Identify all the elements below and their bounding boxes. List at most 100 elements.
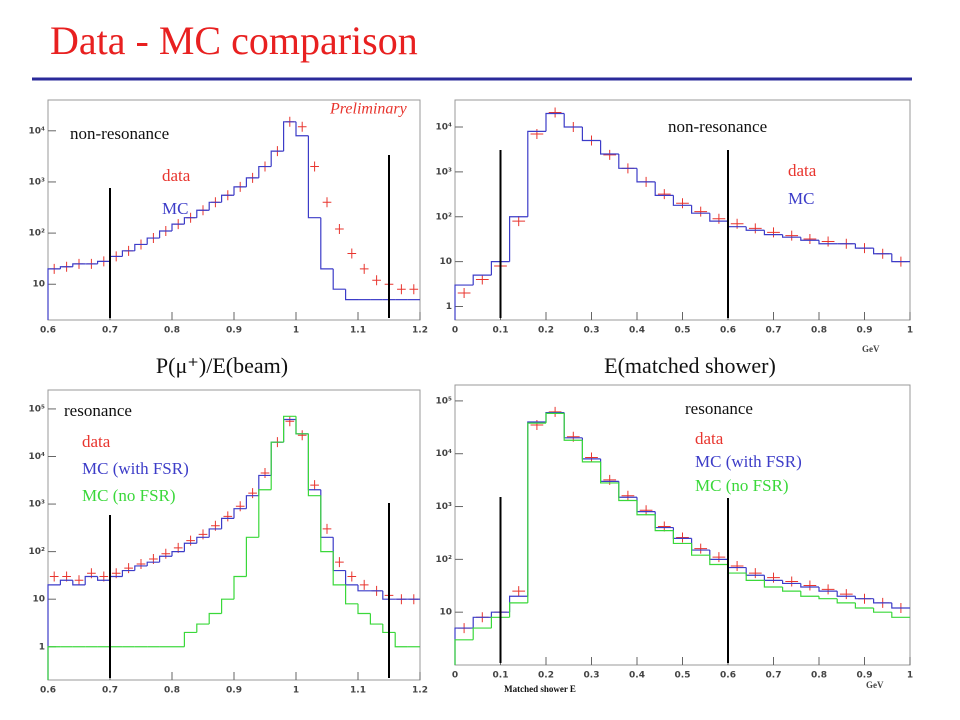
histogram-bin xyxy=(47,268,61,320)
histogram-bin xyxy=(782,234,801,238)
histogram-bin xyxy=(121,569,135,577)
data-point xyxy=(530,128,544,139)
data-point xyxy=(748,568,762,579)
histogram-bin xyxy=(763,230,783,236)
histogram-bin xyxy=(672,530,692,545)
histogram-bin xyxy=(47,646,61,680)
histogram-bin xyxy=(283,415,296,443)
data-point xyxy=(335,224,344,235)
data-point xyxy=(748,223,762,234)
histogram-bin xyxy=(258,474,272,496)
histogram-bin xyxy=(121,250,135,257)
histogram-bin xyxy=(654,181,674,196)
histogram-bin xyxy=(818,240,838,245)
data-point xyxy=(785,230,799,241)
histogram-bin xyxy=(509,602,528,618)
histogram-bin xyxy=(891,253,910,263)
x-axis-label: P(μ⁺)/E(beam) xyxy=(156,353,288,378)
data-point xyxy=(235,501,245,512)
histogram-bin xyxy=(654,514,674,532)
histogram-bin xyxy=(709,213,728,222)
histogram-bin xyxy=(233,508,247,519)
histogram-bin xyxy=(233,186,247,196)
y-tick-label: 10⁵ xyxy=(436,396,453,406)
data-point xyxy=(785,576,799,587)
plot-frame xyxy=(454,99,911,321)
histogram-bin xyxy=(745,226,765,231)
data-point xyxy=(457,287,471,298)
histogram-bin xyxy=(134,243,148,251)
histogram-bin xyxy=(394,632,408,648)
legend-entry: data xyxy=(162,166,191,185)
x-tick-label: 0.5 xyxy=(675,326,691,336)
x-tick-label: 0.4 xyxy=(629,671,645,681)
legend-entry: MC xyxy=(162,199,188,218)
data-point xyxy=(839,589,853,600)
x-tick-label: 0.4 xyxy=(629,326,645,336)
histogram-bin xyxy=(836,598,856,604)
histogram-bin xyxy=(472,616,492,629)
series xyxy=(47,121,420,320)
data-point xyxy=(223,511,233,522)
legend-entry: data xyxy=(695,429,724,448)
histogram-bin xyxy=(270,150,284,167)
histogram-bin xyxy=(636,168,656,183)
histogram-bin xyxy=(636,500,656,516)
histogram-bin xyxy=(490,611,510,618)
histogram-bin xyxy=(818,586,838,592)
data-point xyxy=(512,586,526,597)
series xyxy=(47,415,420,680)
x-axis-unit: GeV xyxy=(862,344,880,354)
data-point xyxy=(347,571,357,582)
x-tick-label: 0.1 xyxy=(493,671,509,681)
panel: 10 10² 10³ 10⁴ 0.6 0.7 0.8 0.9 1 1.1 1.2 data MC non-… xyxy=(29,99,428,378)
histogram-bin xyxy=(208,612,222,625)
data-point xyxy=(639,505,653,516)
histogram-bin xyxy=(245,177,259,187)
data-point xyxy=(74,575,84,586)
legend-entry: data xyxy=(788,161,817,180)
x-tick-label: 0.2 xyxy=(538,326,554,336)
y-tick-label: 10³ xyxy=(436,167,453,177)
histogram-bin xyxy=(600,140,619,155)
histogram-bin xyxy=(563,413,583,441)
data-point xyxy=(767,227,780,238)
data-point xyxy=(359,263,369,274)
histogram-bin xyxy=(854,243,874,249)
histogram-bin xyxy=(183,217,197,225)
data-point xyxy=(657,521,671,532)
histogram-bin xyxy=(183,631,197,647)
histogram-bin xyxy=(283,121,296,152)
histogram-bin xyxy=(563,113,583,128)
x-tick-label: 0.9 xyxy=(226,326,242,336)
x-tick-label: 1.2 xyxy=(412,326,428,336)
data-point xyxy=(310,480,319,491)
data-point xyxy=(186,535,195,546)
data-point xyxy=(712,213,726,224)
plot-frame xyxy=(454,384,911,666)
histogram-bin xyxy=(581,440,601,463)
histogram-bin xyxy=(320,495,334,553)
histogram-bin xyxy=(159,230,172,239)
histogram-bin xyxy=(196,623,210,633)
x-tick-label: 0.7 xyxy=(766,671,782,681)
region-label: non-resonance xyxy=(70,124,169,143)
x-axis-label: Matched shower E xyxy=(504,684,576,694)
x-tick-label: 0 xyxy=(452,326,458,336)
histogram-bin xyxy=(332,268,346,290)
data-point xyxy=(585,452,598,463)
histogram-bin xyxy=(472,627,492,640)
data-point xyxy=(712,552,726,563)
data-point xyxy=(49,571,59,582)
panel: 10 10² 10³ 10⁴ 10⁵ 0 0.1 0.2 0.3 0.4 0.5 0.6 0.7 0.8 0… xyxy=(436,384,913,694)
data-point xyxy=(397,284,406,295)
x-tick-label: 1.1 xyxy=(350,326,366,336)
data-point xyxy=(621,490,635,501)
x-tick-label: 0.8 xyxy=(811,326,827,336)
y-tick-label: 10 xyxy=(439,257,452,267)
histogram-bin xyxy=(854,596,874,600)
x-tick-label: 0 xyxy=(452,671,458,681)
region-label: non-resonance xyxy=(668,117,767,136)
histogram-bin xyxy=(873,248,892,255)
y-tick-label: 10² xyxy=(436,212,453,222)
